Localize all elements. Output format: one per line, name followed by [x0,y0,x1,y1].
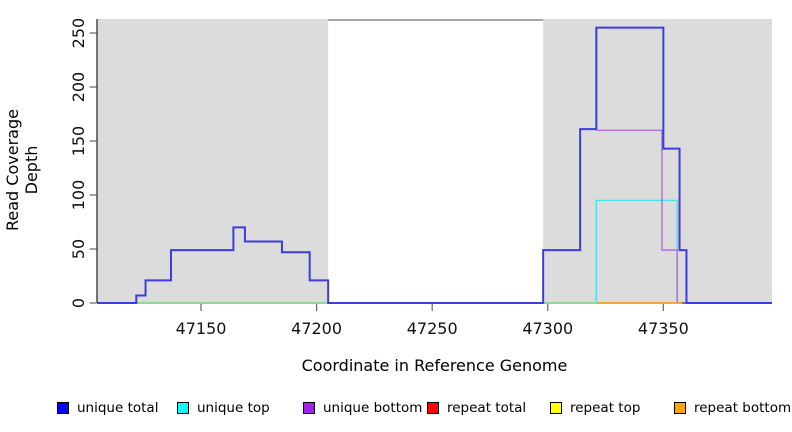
legend: unique total unique top unique bottom re… [0,399,792,421]
y-tick-label: 200 [69,72,88,103]
x-tick-label: 47300 [522,319,573,338]
legend-label: unique bottom [323,400,423,416]
legend-item-unique-top: unique top [177,399,270,417]
y-tick-label: 100 [69,180,88,211]
legend-label: unique total [77,400,159,416]
y-tick-label: 250 [69,18,88,49]
x-tick-label: 47350 [638,319,689,338]
x-tick-label: 47150 [176,319,227,338]
series-unique-total [97,26,772,304]
legend-item-unique-bottom: unique bottom [303,399,422,417]
legend-label: repeat total [447,400,527,416]
legend-item-repeat-bottom: repeat bottom [674,399,791,417]
y-tick-label: 150 [69,126,88,157]
legend-label: unique top [197,400,270,416]
x-tick-label: 47250 [407,319,458,338]
y-tick-label: 50 [69,239,88,259]
legend-label: repeat bottom [694,400,792,416]
legend-item-repeat-top: repeat top [550,399,640,417]
unique-bottom-swatch-icon [303,402,315,414]
shaded-region [543,19,772,303]
unique-top-swatch-icon [177,402,189,414]
legend-item-unique-total: unique total [57,399,158,417]
unique-total-swatch-icon [57,402,69,414]
shaded-region [97,19,329,303]
x-tick-label: 47200 [291,319,342,338]
series-unique-bottom [596,129,678,303]
chart-canvas: 47150 47200 47250 47300 47350 0 50 100 150 200 250 [69,18,772,338]
repeat-top-swatch-icon [550,402,562,414]
repeat-bottom-swatch-icon [674,402,686,414]
legend-label: repeat top [570,400,641,416]
y-axis-title: Read Coverage Depth [3,109,41,231]
repeat-total-swatch-icon [427,402,439,414]
x-axis-title: Coordinate in Reference Genome [301,356,568,375]
legend-item-repeat-total: repeat total [427,399,526,417]
y-tick-label: 0 [69,298,88,308]
